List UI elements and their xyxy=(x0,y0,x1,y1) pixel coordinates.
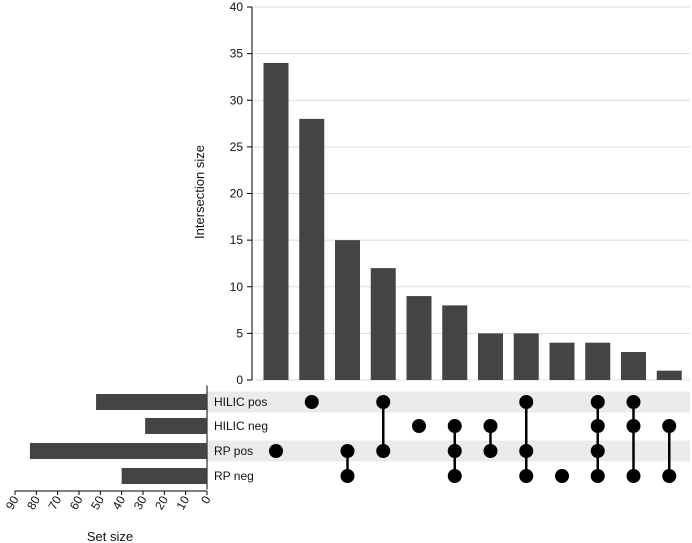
x-tick-label: 70 xyxy=(45,493,64,512)
membership-dot xyxy=(555,469,569,483)
intersection-bar xyxy=(370,268,396,380)
membership-dot xyxy=(626,419,641,433)
x-tick-label: 40 xyxy=(109,493,128,512)
intersection-bar xyxy=(299,118,325,381)
membership-dot xyxy=(626,395,641,409)
y-tick-label: 35 xyxy=(230,47,244,61)
membership-dot xyxy=(376,444,391,458)
y-tick-label: 20 xyxy=(230,187,244,201)
y-tick-label: 5 xyxy=(236,326,243,340)
membership-dot xyxy=(590,419,605,433)
y-tick-label: 40 xyxy=(230,0,244,14)
membership-dot xyxy=(662,469,677,483)
set-label: HILIC pos xyxy=(214,395,267,409)
intersection-bars xyxy=(263,62,682,381)
membership-dot xyxy=(340,469,355,483)
x-tick-label: 80 xyxy=(24,493,43,512)
intersection-bar xyxy=(585,342,611,380)
intersection-axis-title: Intersection size xyxy=(192,145,207,239)
membership-dot xyxy=(590,395,605,409)
set-size-bar xyxy=(29,443,207,459)
intersection-bar xyxy=(263,62,289,380)
membership-dot xyxy=(269,444,283,458)
set-size-axis-title: Set size xyxy=(87,529,133,543)
x-tick-label: 60 xyxy=(67,493,86,512)
set-label: HILIC neg xyxy=(214,419,268,433)
membership-dot xyxy=(376,395,391,409)
set-label: RP pos xyxy=(214,444,253,458)
set-size-bar xyxy=(145,418,207,434)
membership-dot xyxy=(662,419,677,433)
membership-dot xyxy=(447,469,462,483)
set-size-bar xyxy=(96,394,207,410)
x-tick-label: 30 xyxy=(131,493,150,512)
y-tick-label: 25 xyxy=(230,140,244,154)
labels: Intersection size Set size xyxy=(87,145,207,543)
membership-dot xyxy=(519,395,534,409)
membership-dot xyxy=(447,419,462,433)
y-tick-label: 10 xyxy=(230,280,244,294)
membership-dot xyxy=(519,444,534,458)
intersection-bar xyxy=(656,370,682,380)
intersection-bar xyxy=(513,333,539,380)
membership-dot xyxy=(483,419,498,433)
membership-dot xyxy=(590,444,605,458)
y-tick-label: 15 xyxy=(230,233,244,247)
intersection-bar xyxy=(478,333,503,380)
set-size-bar xyxy=(121,468,207,484)
y-tick-label: 30 xyxy=(230,93,244,107)
x-tick-label: 90 xyxy=(3,493,22,512)
intersection-bar xyxy=(406,296,432,380)
membership-dot xyxy=(590,469,605,483)
membership-dot xyxy=(483,444,498,458)
membership-dot xyxy=(340,444,355,458)
membership-matrix xyxy=(269,395,677,483)
intersection-bar xyxy=(621,352,646,380)
matrix-stripe xyxy=(207,391,690,413)
membership-dot xyxy=(447,444,462,458)
intersection-gridlines xyxy=(252,6,690,381)
x-tick-label: 20 xyxy=(152,493,171,512)
x-tick-label: 50 xyxy=(88,493,107,512)
set-size-bars xyxy=(29,394,207,484)
y-tick-label: 0 xyxy=(236,373,243,387)
intersection-bar xyxy=(549,342,575,380)
axes: 0 5 10 15 20 25 30 35 40 HILIC pos HILIC neg RP pos… xyxy=(3,0,268,512)
membership-dot xyxy=(412,419,426,433)
x-tick-label: 0 xyxy=(198,493,214,506)
set-label: RP neg xyxy=(214,469,254,483)
intersection-bar xyxy=(335,240,360,380)
intersection-bar xyxy=(442,305,468,380)
membership-dot xyxy=(626,469,641,483)
membership-dot xyxy=(304,395,319,409)
membership-dot xyxy=(519,469,534,483)
x-tick-label: 10 xyxy=(173,493,192,512)
